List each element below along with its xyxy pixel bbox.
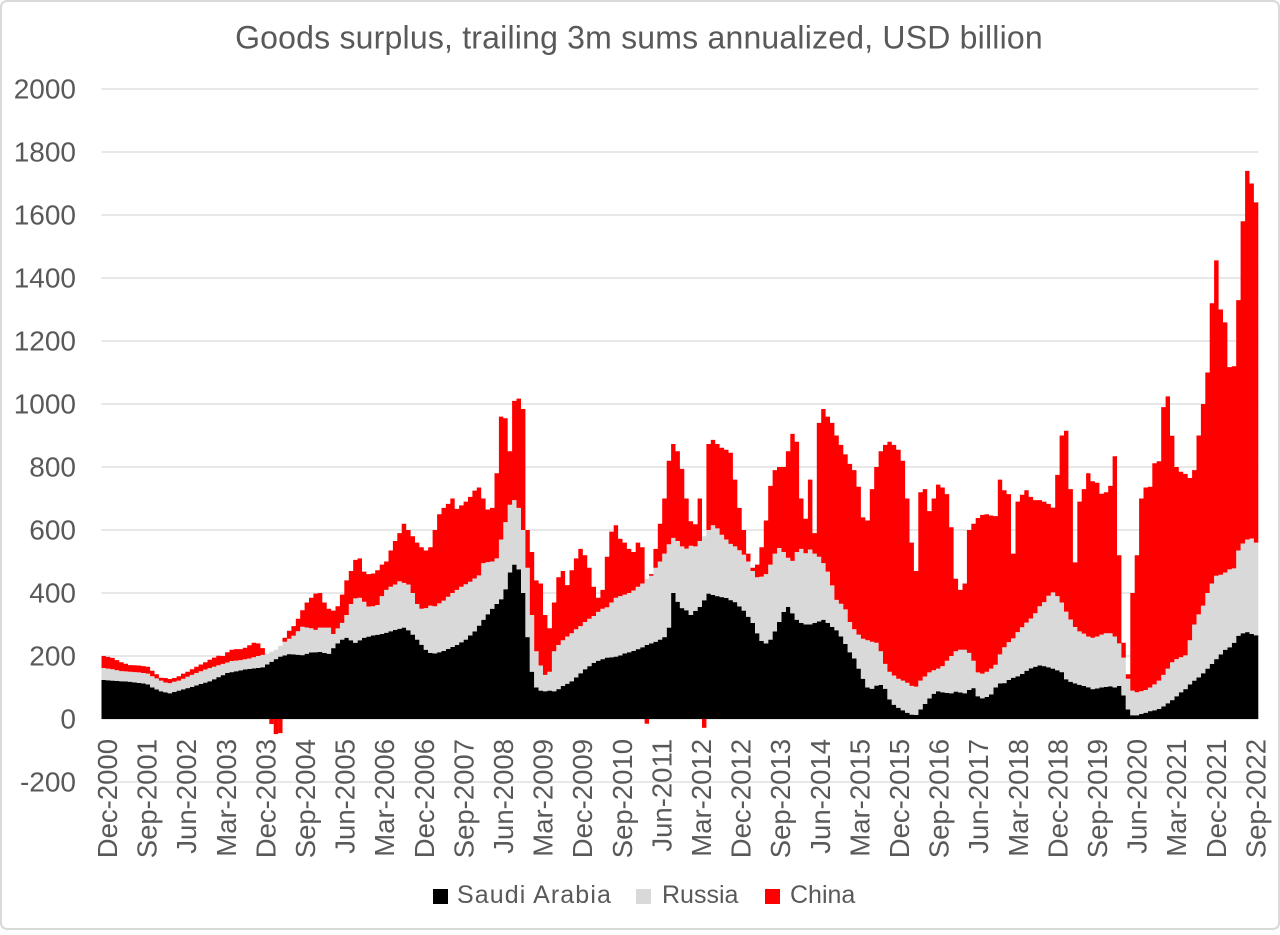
svg-text:800: 800 xyxy=(29,452,76,483)
svg-text:Mar-2012: Mar-2012 xyxy=(686,739,717,857)
svg-text:Jun-2002: Jun-2002 xyxy=(171,739,202,854)
svg-text:1400: 1400 xyxy=(14,263,76,294)
svg-text:Russia: Russia xyxy=(662,881,739,909)
svg-text:Dec-2012: Dec-2012 xyxy=(726,739,757,858)
svg-text:Sep-2007: Sep-2007 xyxy=(448,739,479,858)
svg-text:200: 200 xyxy=(29,641,76,672)
svg-text:Mar-2009: Mar-2009 xyxy=(528,739,559,857)
svg-text:Mar-2015: Mar-2015 xyxy=(844,739,875,857)
svg-text:Mar-2021: Mar-2021 xyxy=(1161,739,1192,857)
svg-text:Jun-2020: Jun-2020 xyxy=(1122,739,1153,854)
svg-text:1600: 1600 xyxy=(14,200,76,231)
svg-text:Dec-2000: Dec-2000 xyxy=(92,739,123,858)
svg-text:Jun-2014: Jun-2014 xyxy=(805,739,836,854)
svg-text:0: 0 xyxy=(60,704,76,735)
svg-text:Dec-2003: Dec-2003 xyxy=(250,739,281,858)
svg-text:Mar-2018: Mar-2018 xyxy=(1003,739,1034,857)
svg-text:Jun-2011: Jun-2011 xyxy=(646,739,677,852)
svg-text:Dec-2009: Dec-2009 xyxy=(567,739,598,858)
svg-text:Jun-2017: Jun-2017 xyxy=(963,739,994,854)
svg-text:Dec-2021: Dec-2021 xyxy=(1201,739,1232,858)
svg-text:China: China xyxy=(790,881,855,909)
svg-text:1200: 1200 xyxy=(14,326,76,357)
svg-text:2000: 2000 xyxy=(14,74,76,105)
svg-text:Sep-2013: Sep-2013 xyxy=(765,739,796,858)
svg-text:Sep-2022: Sep-2022 xyxy=(1240,739,1271,858)
svg-text:-200: -200 xyxy=(20,767,76,798)
svg-text:Sep-2004: Sep-2004 xyxy=(290,739,321,858)
svg-text:Jun-2005: Jun-2005 xyxy=(330,739,361,854)
svg-text:1000: 1000 xyxy=(14,389,76,420)
svg-text:1800: 1800 xyxy=(14,137,76,168)
svg-text:Mar-2003: Mar-2003 xyxy=(211,739,242,857)
svg-text:Jun-2008: Jun-2008 xyxy=(488,739,519,854)
svg-text:Dec-2018: Dec-2018 xyxy=(1042,739,1073,858)
svg-text:Dec-2015: Dec-2015 xyxy=(884,739,915,858)
svg-text:Sep-2010: Sep-2010 xyxy=(607,739,638,858)
svg-text:600: 600 xyxy=(29,515,76,546)
svg-text:Saudi Arabia: Saudi Arabia xyxy=(457,881,612,909)
svg-text:Sep-2016: Sep-2016 xyxy=(924,739,955,858)
svg-text:Goods surplus, trailing 3m sum: Goods surplus, trailing 3m sums annualiz… xyxy=(235,20,1043,56)
svg-text:Dec-2006: Dec-2006 xyxy=(409,739,440,858)
svg-text:Mar-2006: Mar-2006 xyxy=(369,739,400,857)
svg-text:Sep-2001: Sep-2001 xyxy=(132,739,163,858)
svg-text:Sep-2019: Sep-2019 xyxy=(1082,739,1113,858)
svg-text:400: 400 xyxy=(29,578,76,609)
